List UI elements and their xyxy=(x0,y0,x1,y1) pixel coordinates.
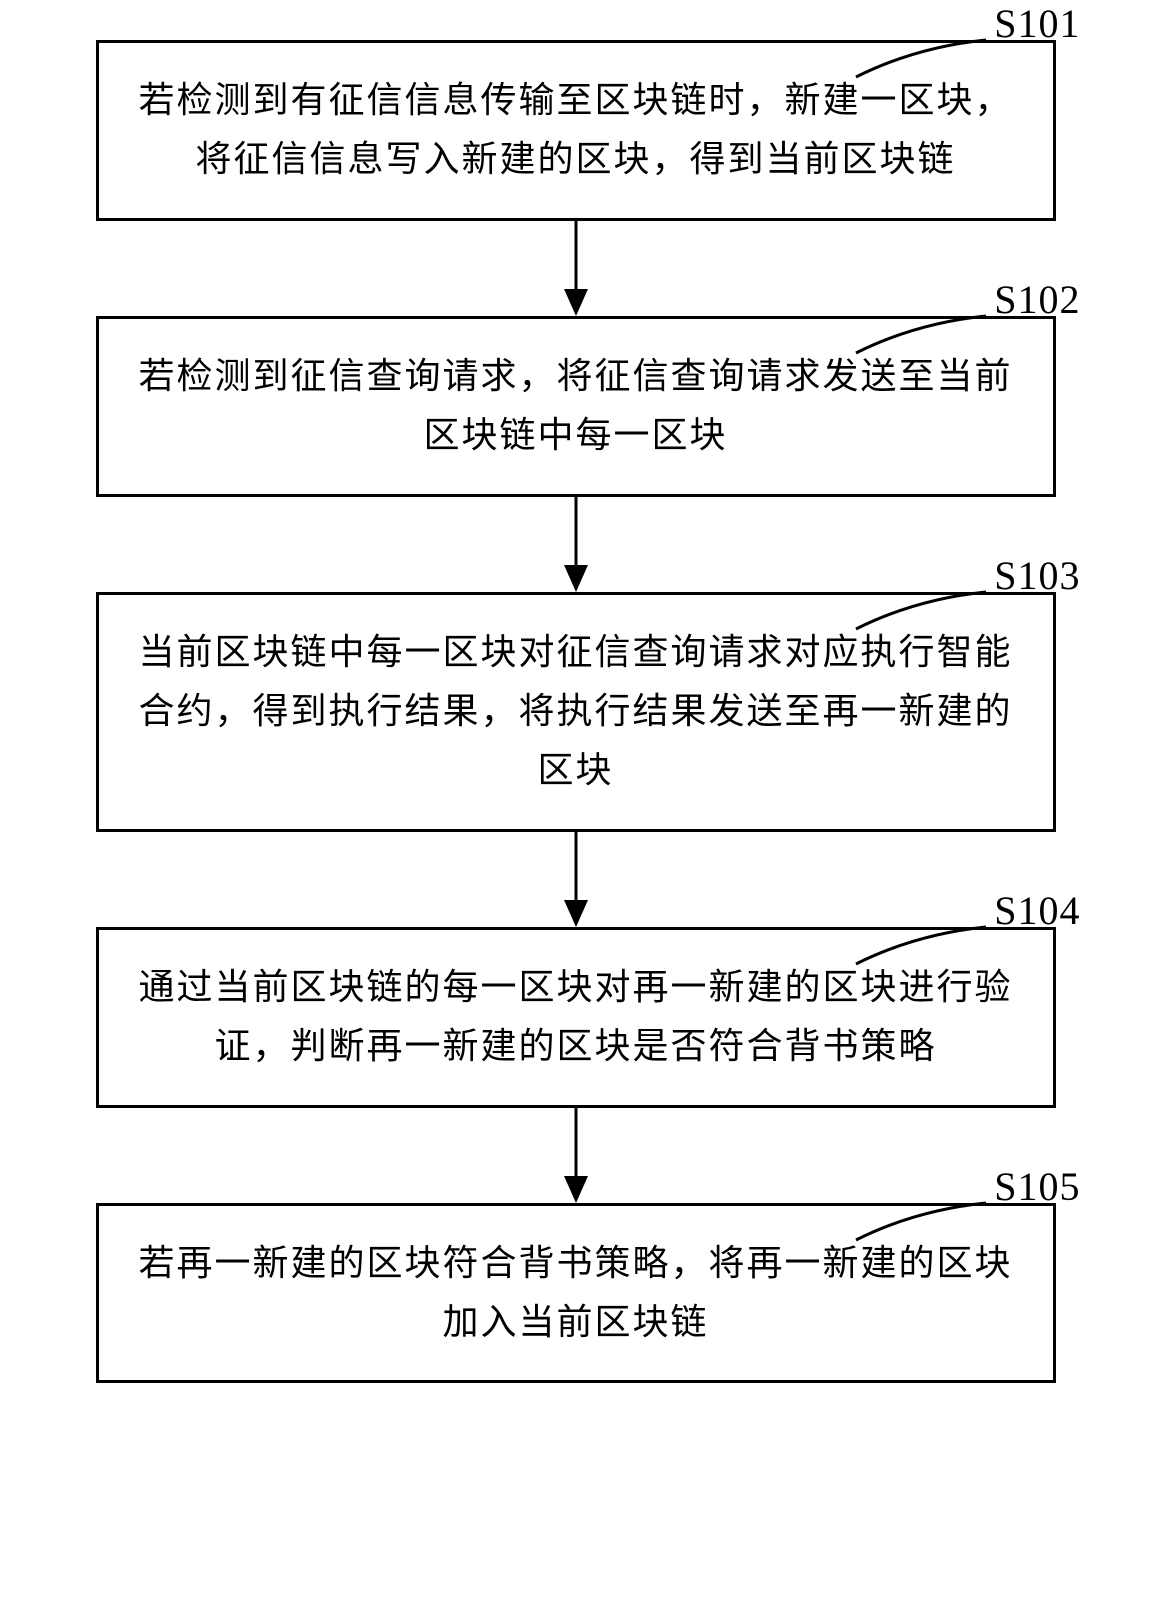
step-text: 若再一新建的区块符合背书策略，将再一新建的区块加入当前区块链 xyxy=(139,1243,1013,1342)
flowchart-step: S105 若再一新建的区块符合背书策略，将再一新建的区块加入当前区块链 xyxy=(51,1203,1101,1384)
step-label: S105 xyxy=(994,1163,1080,1210)
flowchart-container: S101 若检测到有征信信息传输至区块链时，新建一区块，将征信信息写入新建的区块… xyxy=(51,40,1101,1383)
step-label: S101 xyxy=(994,0,1080,47)
callout-line xyxy=(851,308,991,358)
flowchart-step: S104 通过当前区块链的每一区块对再一新建的区块进行验证，判断再一新建的区块是… xyxy=(51,927,1101,1108)
flowchart-arrow xyxy=(51,497,1101,592)
step-text: 若检测到有征信信息传输至区块链时，新建一区块，将征信信息写入新建的区块，得到当前… xyxy=(139,80,1013,179)
step-label: S103 xyxy=(994,552,1080,599)
step-label: S102 xyxy=(994,276,1080,323)
step-label: S104 xyxy=(994,887,1080,934)
step-text: 当前区块链中每一区块对征信查询请求对应执行智能合约，得到执行结果，将执行结果发送… xyxy=(139,632,1013,791)
flowchart-step: S102 若检测到征信查询请求，将征信查询请求发送至当前区块链中每一区块 xyxy=(51,316,1101,497)
callout-line xyxy=(851,584,991,634)
callout-line xyxy=(851,1195,991,1245)
step-text: 通过当前区块链的每一区块对再一新建的区块进行验证，判断再一新建的区块是否符合背书… xyxy=(139,967,1013,1066)
flowchart-arrow xyxy=(51,832,1101,927)
callout-line xyxy=(851,919,991,969)
flowchart-step: S103 当前区块链中每一区块对征信查询请求对应执行智能合约，得到执行结果，将执… xyxy=(51,592,1101,832)
flowchart-arrow xyxy=(51,221,1101,316)
flowchart-step: S101 若检测到有征信信息传输至区块链时，新建一区块，将征信信息写入新建的区块… xyxy=(51,40,1101,221)
step-text: 若检测到征信查询请求，将征信查询请求发送至当前区块链中每一区块 xyxy=(139,356,1013,455)
flowchart-arrow xyxy=(51,1108,1101,1203)
callout-line xyxy=(851,32,991,82)
